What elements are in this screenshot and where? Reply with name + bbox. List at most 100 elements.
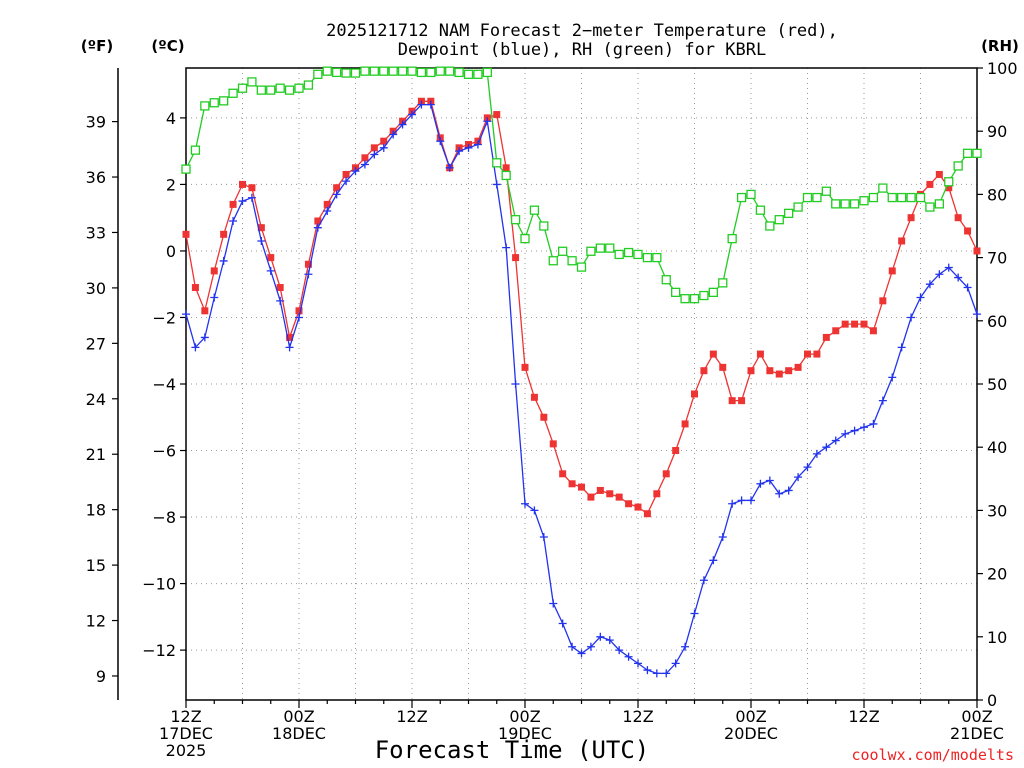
temperature-point <box>860 320 868 328</box>
dewpoint-point <box>728 499 737 508</box>
dewpoint-point <box>954 273 963 282</box>
temperature-point <box>766 367 774 375</box>
temperature-point <box>964 227 972 235</box>
rh-point <box>445 66 455 76</box>
rh-point <box>454 67 464 78</box>
temperature-point <box>333 184 341 192</box>
rh-point <box>379 66 389 76</box>
rh-point <box>680 294 690 304</box>
dewpoint-point <box>539 533 548 542</box>
rh-point <box>341 68 351 78</box>
dewpoint-point <box>634 659 642 668</box>
fahrenheit-unit-label: (ºF) <box>81 37 113 55</box>
dewpoint-point <box>492 180 501 189</box>
rh-point <box>520 233 530 244</box>
rh-point <box>906 192 916 203</box>
dewpoint-point <box>916 293 925 302</box>
gridlines <box>186 68 977 700</box>
dewpoint-point <box>389 130 398 139</box>
celsius-tick-label: −6 <box>152 442 176 461</box>
dewpoint-point <box>200 333 209 342</box>
temperature-point <box>578 483 585 491</box>
rh-point <box>510 215 521 225</box>
time-tick-label: 21DEC <box>950 724 1004 743</box>
dewpoint-point <box>615 646 624 655</box>
dewpoint-point <box>313 223 322 232</box>
temperature-point <box>888 267 896 275</box>
fahrenheit-tick-label: 30 <box>86 279 106 298</box>
dewpoint-point <box>747 496 755 505</box>
temperature-point <box>568 480 576 488</box>
temperature-point <box>502 164 510 172</box>
time-tick-label: 12Z <box>848 707 879 726</box>
temperature-point <box>709 350 717 358</box>
rh-tick-label: 60 <box>987 312 1007 331</box>
rh-point <box>228 88 238 98</box>
rh-point <box>219 96 229 106</box>
rh-point <box>369 66 379 76</box>
title-line-2: Dewpoint (blue), RH (green) for KBRL <box>398 40 766 60</box>
dewpoint-point <box>332 190 341 199</box>
dewpoint-point <box>182 310 190 319</box>
temperature-point <box>549 440 557 448</box>
dewpoint-point <box>605 636 614 645</box>
temperature-point <box>596 486 604 494</box>
temperature-point <box>719 363 727 371</box>
temperature-point <box>634 503 642 511</box>
rh-point <box>821 186 831 196</box>
celsius-tick-label: 0 <box>166 242 176 261</box>
temperature-point <box>587 493 595 501</box>
fahrenheit-tick-label: 15 <box>86 556 106 575</box>
rh-point <box>868 192 879 203</box>
temperature-point <box>257 224 265 232</box>
dewpoint-point <box>323 207 332 216</box>
rh-point <box>671 287 681 298</box>
fahrenheit-tick-label: 12 <box>86 612 106 631</box>
temperature-point <box>869 327 877 335</box>
dewpoint-point <box>247 193 256 202</box>
dewpoint-point <box>473 140 482 149</box>
dewpoint-point <box>417 100 426 109</box>
temperature-point <box>559 470 567 478</box>
time-tick-label: 18DEC <box>272 724 326 743</box>
dewpoint-point <box>925 280 934 289</box>
time-tick-label: 00Z <box>283 707 314 726</box>
temperature-point <box>210 267 218 275</box>
temperature-point <box>182 230 190 238</box>
rh-tick-label: 0 <box>987 691 997 710</box>
rh-point <box>595 243 605 253</box>
rh-point <box>294 83 304 93</box>
time-tick-label: 12Z <box>170 707 201 726</box>
celsius-tick-label: 4 <box>166 109 176 128</box>
rh-tick-label: 10 <box>987 628 1007 647</box>
rh-tick-label: 70 <box>987 249 1007 268</box>
temperature-point <box>775 370 783 378</box>
temperature-point <box>643 510 651 518</box>
dewpoint-point <box>897 343 906 352</box>
dewpoint-point <box>709 556 718 565</box>
dewpoint-point <box>596 632 605 641</box>
rh-point <box>586 246 596 256</box>
dewpoint-point <box>351 167 360 176</box>
rh-point <box>501 170 511 181</box>
dewpoint-point <box>822 443 831 452</box>
rh-point <box>633 249 643 260</box>
dewpoint-point <box>285 343 294 352</box>
temperature-point <box>201 307 209 315</box>
dewpoint-point <box>699 576 708 585</box>
rh-point <box>492 158 502 168</box>
rh-point <box>181 164 191 174</box>
temperature-point <box>728 397 736 405</box>
dewpoint-point <box>483 117 492 126</box>
rh-tick-label: 30 <box>987 501 1007 520</box>
dewpoint-point <box>360 160 369 169</box>
temperature-point <box>804 350 811 358</box>
rh-point <box>689 294 700 304</box>
temperature-point <box>370 144 378 152</box>
temperature-point <box>239 180 246 188</box>
temperature-point <box>361 154 369 162</box>
time-tick-label: 12Z <box>396 707 427 726</box>
series-layer <box>181 66 982 678</box>
fahrenheit-tick-label: 9 <box>96 667 106 686</box>
